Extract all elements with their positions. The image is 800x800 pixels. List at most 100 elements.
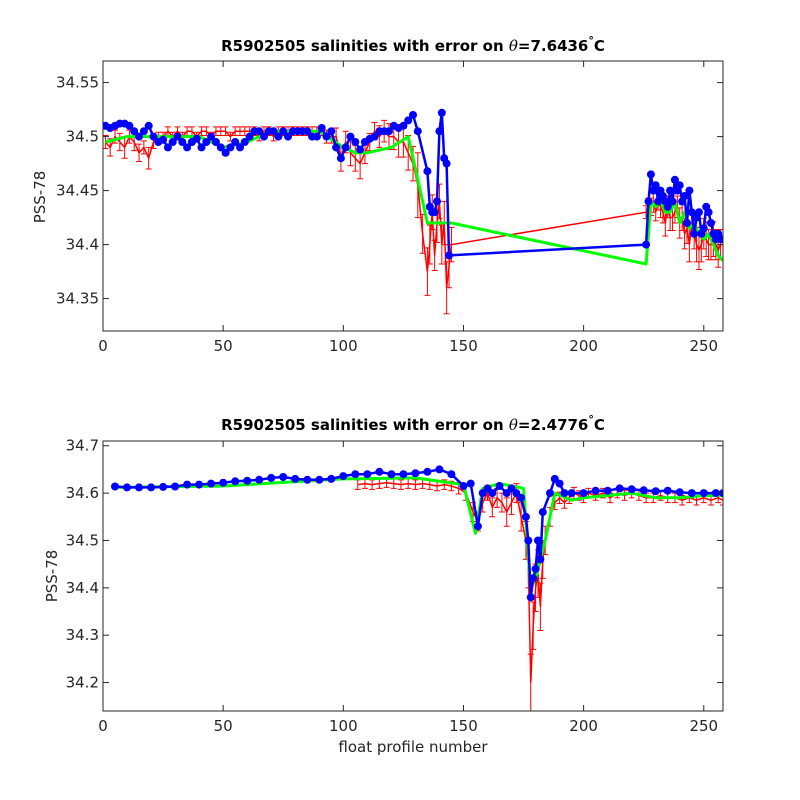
data-point: [423, 167, 432, 176]
data-point: [202, 138, 211, 146]
data-point: [646, 170, 655, 179]
data-point: [459, 482, 468, 490]
data-point: [346, 132, 355, 141]
data-point: [666, 186, 675, 195]
axes-frame: [102, 440, 724, 712]
data-point: [399, 470, 408, 479]
data-point: [707, 219, 715, 227]
data-point: [433, 197, 441, 206]
data-point: [192, 134, 201, 143]
data-point: [207, 479, 216, 488]
data-point: [195, 480, 204, 489]
data-point: [312, 132, 321, 141]
data-point: [363, 470, 372, 479]
data-point: [695, 208, 703, 217]
data-point: [560, 489, 569, 498]
y-tick-label: 34.6: [66, 484, 99, 502]
data-point: [173, 132, 182, 141]
data-point: [317, 124, 326, 132]
data-point: [538, 508, 547, 517]
data-point: [423, 467, 432, 476]
y-tick-label: 34.45: [56, 182, 99, 200]
data-point: [260, 132, 268, 141]
data-point: [279, 127, 288, 136]
data-point: [168, 138, 177, 146]
data-point: [654, 197, 663, 206]
data-point: [639, 486, 648, 495]
data-point: [521, 512, 530, 521]
data-point: [473, 522, 482, 531]
data-point: [404, 116, 413, 125]
y-tick-label: 34.4: [66, 236, 99, 254]
data-point: [332, 143, 341, 152]
series-line-markers: [103, 108, 723, 260]
data-point: [447, 470, 456, 479]
series-line-markers: [111, 465, 723, 602]
data-point: [546, 489, 554, 498]
chart-title: R5902505 salinities with error on θ=2.47…: [221, 413, 605, 434]
x-tick-label: 0: [98, 717, 108, 735]
data-point: [291, 474, 300, 483]
data-point: [413, 127, 422, 136]
data-point: [579, 489, 588, 498]
x-tick-label: 100: [329, 717, 358, 735]
data-point: [279, 473, 288, 481]
data-point: [236, 143, 244, 152]
y-tick-label: 34.35: [56, 290, 99, 308]
data-point: [495, 482, 504, 490]
data-point: [699, 489, 708, 498]
data-point: [207, 132, 216, 141]
chart-title: R5902505 salinities with error on θ=7.64…: [221, 34, 605, 55]
data-point: [567, 489, 576, 498]
data-point: [387, 470, 396, 479]
data-point: [536, 555, 545, 564]
data-point: [442, 159, 451, 168]
data-point: [303, 475, 312, 484]
data-point: [240, 138, 249, 146]
y-axis-label: PSS-78: [43, 550, 61, 603]
data-point: [284, 132, 292, 141]
data-point: [591, 486, 600, 495]
y-tick-label: 34.5: [66, 128, 99, 146]
data-point: [322, 132, 331, 141]
series-line: [105, 129, 723, 266]
data-point: [603, 486, 612, 495]
data-point: [690, 229, 699, 238]
data-point: [699, 224, 708, 233]
data-point: [171, 482, 180, 491]
data-point: [375, 467, 384, 476]
data-point: [315, 475, 324, 484]
data-point: [339, 472, 348, 481]
data-point: [435, 465, 444, 474]
data-point: [303, 127, 312, 136]
plot-area: [103, 108, 723, 315]
data-point: [243, 476, 252, 485]
data-point: [675, 181, 684, 190]
data-point: [683, 219, 691, 227]
data-point: [437, 108, 446, 117]
data-point: [651, 487, 660, 496]
x-tick-label: 200: [569, 717, 598, 735]
data-point: [183, 143, 192, 152]
data-point: [178, 138, 187, 146]
x-tick-label: 50: [214, 717, 233, 735]
data-point: [226, 143, 235, 152]
data-point: [651, 181, 660, 190]
data-point: [435, 127, 444, 136]
data-point: [327, 127, 336, 136]
data-point: [399, 121, 408, 130]
plot-area: [111, 465, 723, 711]
data-point: [555, 479, 564, 488]
x-tick-label: 150: [449, 337, 478, 355]
data-point: [356, 145, 365, 154]
data-point: [221, 148, 230, 157]
data-point: [327, 474, 336, 483]
x-axis-label: float profile number: [338, 738, 488, 756]
x-tick-label: 250: [689, 337, 718, 355]
data-point: [135, 483, 143, 492]
data-point: [411, 469, 420, 478]
data-point: [719, 235, 723, 244]
data-point: [274, 132, 283, 141]
x-tick-label: 250: [689, 717, 718, 735]
